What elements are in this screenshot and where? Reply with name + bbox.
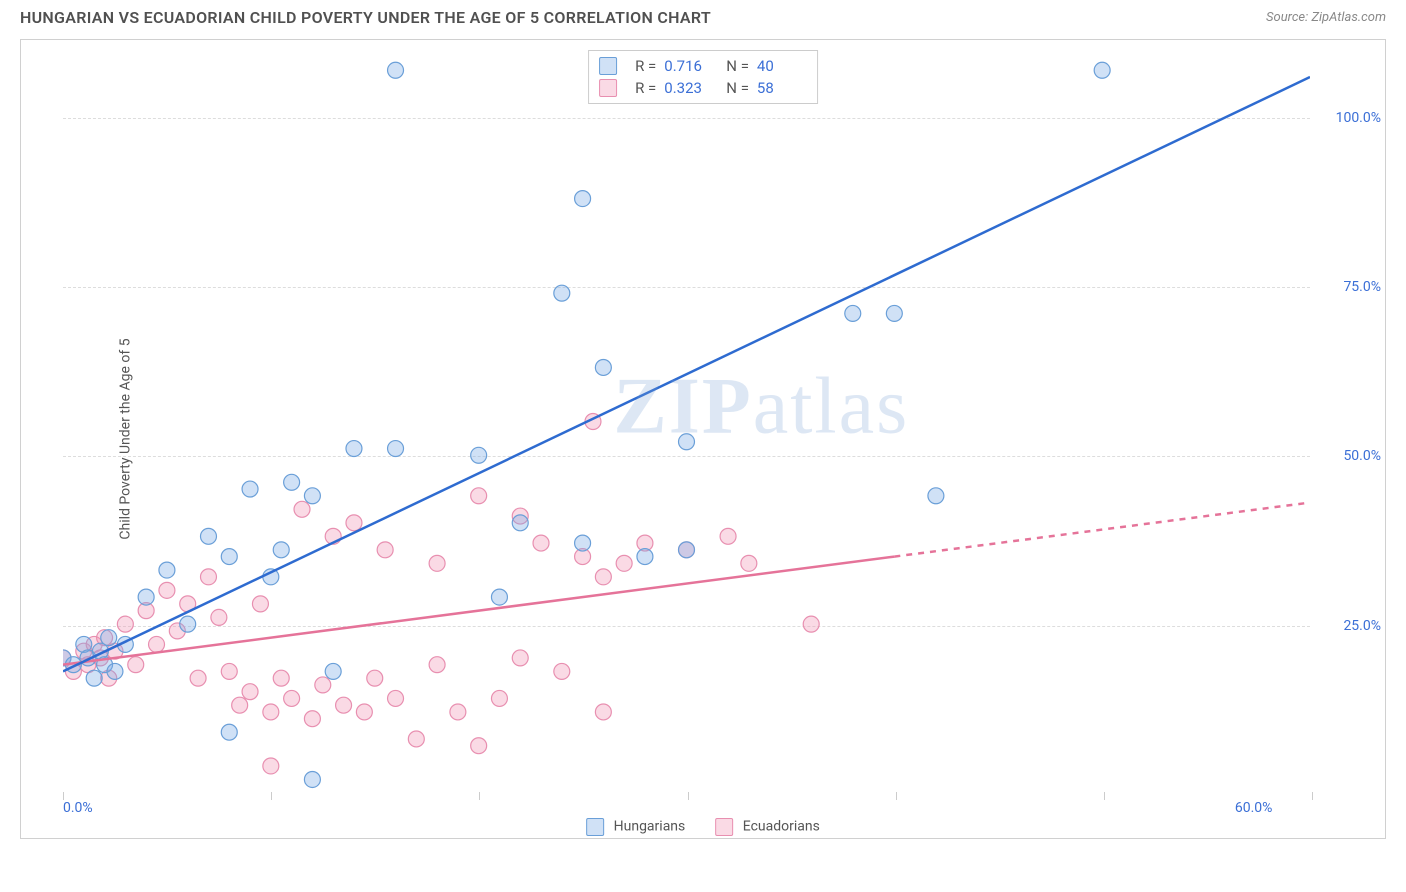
r-value-ecuadorians: 0.323	[664, 79, 714, 97]
y-tick-label: 75.0%	[1343, 279, 1381, 295]
legend-row-ecuadorians: R = 0.323 N = 58	[599, 77, 807, 99]
x-tick-label-first: 0.0%	[63, 800, 93, 816]
plot-area: ZIPatlas	[63, 50, 1310, 793]
r-value-hungarians: 0.716	[664, 57, 714, 75]
chart-container: Child Poverty Under the Age of 5 25.0%50…	[20, 39, 1386, 839]
source-attribution: Source: ZipAtlas.com	[1266, 10, 1386, 25]
chart-header: HUNGARIAN VS ECUADORIAN CHILD POVERTY UN…	[0, 0, 1406, 31]
y-tick-label: 50.0%	[1343, 448, 1381, 464]
series-legend: Hungarians Ecuadorians	[586, 818, 820, 836]
y-tick-label: 25.0%	[1343, 618, 1381, 634]
y-tick-label: 100.0%	[1336, 110, 1381, 126]
chart-title: HUNGARIAN VS ECUADORIAN CHILD POVERTY UN…	[20, 8, 711, 27]
n-value-hungarians: 40	[757, 57, 807, 75]
correlation-legend: R = 0.716 N = 40 R = 0.323 N = 58	[588, 50, 818, 104]
swatch-ecuadorians	[599, 79, 617, 97]
swatch-hungarians	[599, 57, 617, 75]
legend-item-ecuadorians: Ecuadorians	[715, 818, 820, 836]
legend-row-hungarians: R = 0.716 N = 40	[599, 55, 807, 77]
swatch-hungarians-bottom	[586, 818, 604, 836]
n-value-ecuadorians: 58	[757, 79, 807, 97]
legend-item-hungarians: Hungarians	[586, 818, 685, 836]
swatch-ecuadorians-bottom	[715, 818, 733, 836]
x-tick-label-last: 60.0%	[1235, 800, 1273, 816]
scatter-svg	[63, 50, 1310, 793]
